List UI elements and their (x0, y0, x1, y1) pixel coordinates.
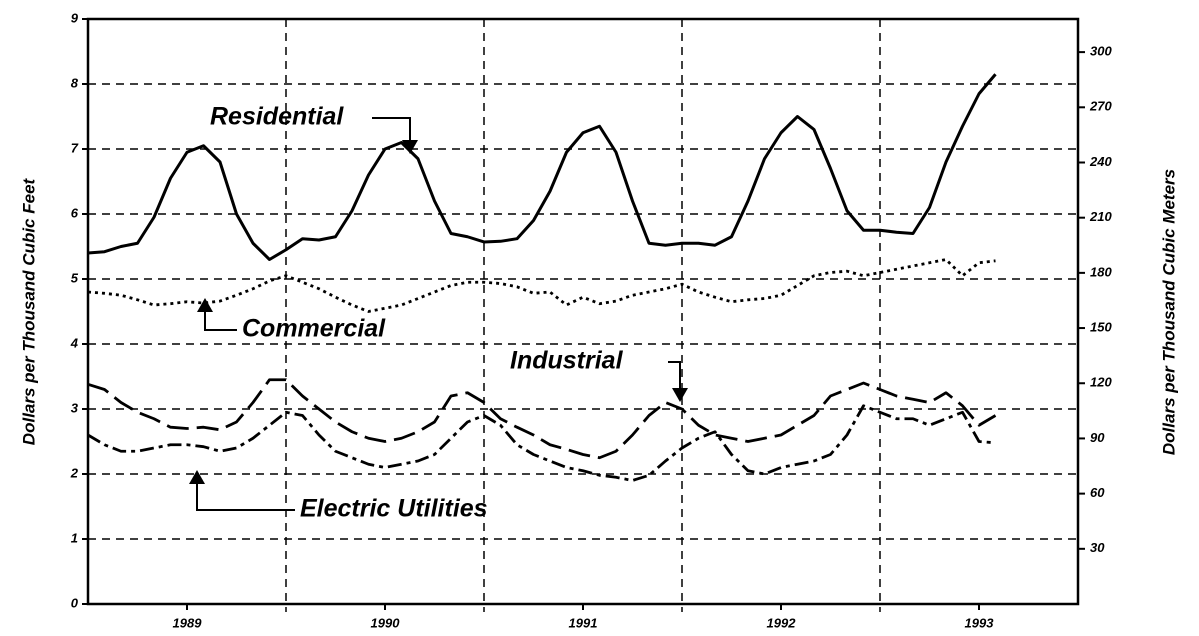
arrow (196, 474, 295, 511)
y-tick-label: 7 (71, 140, 79, 155)
y-tick-label: 6 (71, 205, 79, 220)
series-line (87, 258, 996, 313)
x-tick-label: 1989 (173, 615, 203, 630)
y-tick-label: 8 (71, 75, 79, 90)
y2-tick-label: 120 (1090, 375, 1112, 390)
series-line (87, 378, 997, 460)
y-tick-label: 3 (71, 400, 79, 415)
y-tick-label: 5 (71, 270, 79, 285)
arrow-head (189, 470, 205, 484)
arrow (204, 302, 237, 331)
x-tick-label: 1990 (371, 615, 401, 630)
annotation: Commercial (242, 315, 386, 343)
arrow-head (402, 140, 418, 154)
arrow (668, 361, 681, 398)
series-line (87, 404, 996, 482)
x-tick-label: 1992 (767, 615, 797, 630)
y2-tick-label: 60 (1090, 485, 1105, 500)
y2-tick-label: 240 (1089, 154, 1112, 169)
arrow-head (672, 388, 688, 402)
y2-axis-label: Dollars per Thousand Cubic Meters (1159, 169, 1178, 455)
arrow (372, 117, 411, 150)
y2-tick-label: 300 (1090, 44, 1112, 59)
y2-tick-label: 150 (1090, 319, 1112, 334)
y2-tick-label: 210 (1089, 209, 1112, 224)
y2-tick-label: 270 (1089, 99, 1112, 114)
annotation: Residential (210, 103, 344, 131)
x-tick-label: 1993 (965, 615, 995, 630)
arrow-head (197, 298, 213, 312)
y-axis-label: Dollars per Thousand Cubic Feet (19, 177, 38, 445)
x-tick-label: 1991 (569, 615, 598, 630)
y-tick-label: 1 (71, 530, 78, 545)
y-tick-label: 0 (71, 595, 79, 610)
y-tick-label: 2 (70, 465, 79, 480)
annotation: Electric Utilities (300, 495, 488, 523)
y2-tick-label: 30 (1090, 540, 1105, 555)
series-line (87, 73, 997, 261)
y2-tick-label: 180 (1090, 264, 1112, 279)
annotation: Industrial (510, 347, 624, 375)
y-tick-label: 4 (70, 335, 79, 350)
y2-tick-label: 90 (1090, 430, 1105, 445)
y-tick-label: 9 (71, 10, 79, 25)
